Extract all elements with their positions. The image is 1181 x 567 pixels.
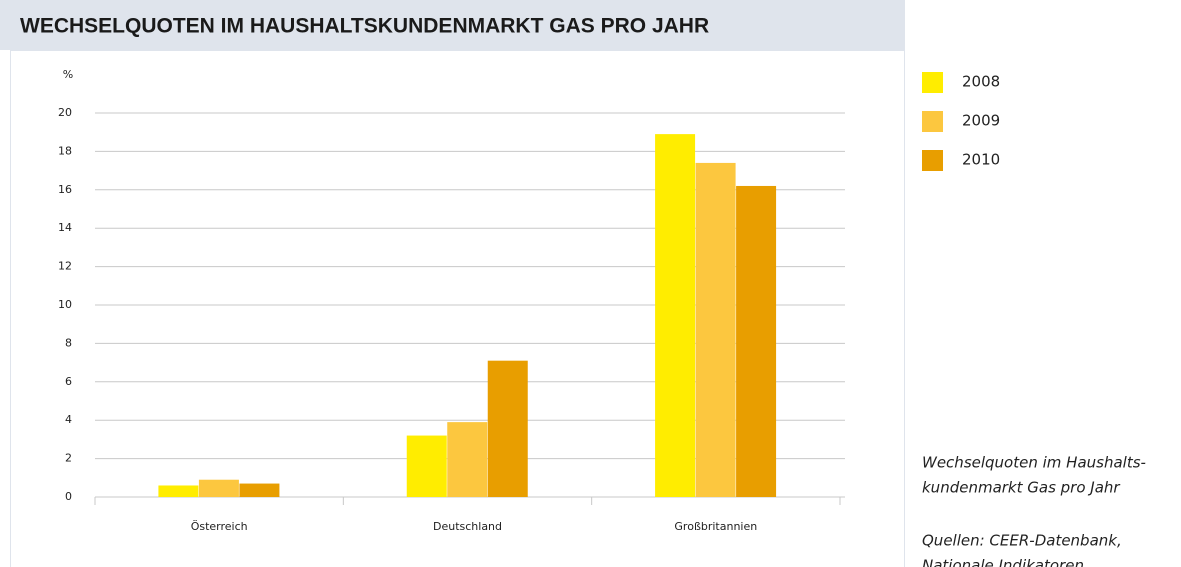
y-tick-label: 4 xyxy=(65,413,72,426)
legend-label: 2009 xyxy=(962,112,1000,130)
bar xyxy=(447,422,488,497)
bar xyxy=(406,435,447,497)
x-tick-label: Österreich xyxy=(191,520,248,533)
x-tick-label: Deutschland xyxy=(433,520,502,533)
y-tick-label: 8 xyxy=(65,336,72,349)
y-tick-label: 10 xyxy=(58,298,72,311)
x-tick-label: Großbritannien xyxy=(674,520,757,533)
note: Wechselquoten im Haushalts- xyxy=(922,454,1146,472)
y-tick-label: 12 xyxy=(58,260,72,273)
chart-title: WECHSELQUOTEN IM HAUSHALTSKUNDENMARKT GA… xyxy=(20,15,709,38)
bar xyxy=(736,185,777,497)
y-tick-label: 20 xyxy=(58,106,72,119)
y-tick-label: 0 xyxy=(65,490,72,503)
legend-swatch xyxy=(922,72,943,93)
y-tick-label: 6 xyxy=(65,375,72,388)
note: kundenmarkt Gas pro Jahr xyxy=(922,479,1120,497)
y-unit: % xyxy=(63,68,73,81)
bar xyxy=(695,162,736,498)
bar xyxy=(198,479,239,497)
title-bar xyxy=(0,0,905,50)
note: Nationale Indikatoren xyxy=(922,557,1084,567)
bar xyxy=(655,134,696,497)
note: Quellen: CEER-Datenbank, xyxy=(922,532,1122,550)
y-tick-label: 16 xyxy=(58,183,72,196)
bar xyxy=(158,485,199,497)
legend-label: 2008 xyxy=(962,73,1000,91)
y-tick-label: 2 xyxy=(65,452,72,465)
bar xyxy=(239,483,280,497)
legend-label: 2010 xyxy=(962,151,1000,169)
y-tick-label: 14 xyxy=(58,221,72,234)
bar xyxy=(487,360,528,497)
legend-swatch xyxy=(922,111,943,132)
legend-swatch xyxy=(922,150,943,171)
y-tick-label: 18 xyxy=(58,144,72,157)
